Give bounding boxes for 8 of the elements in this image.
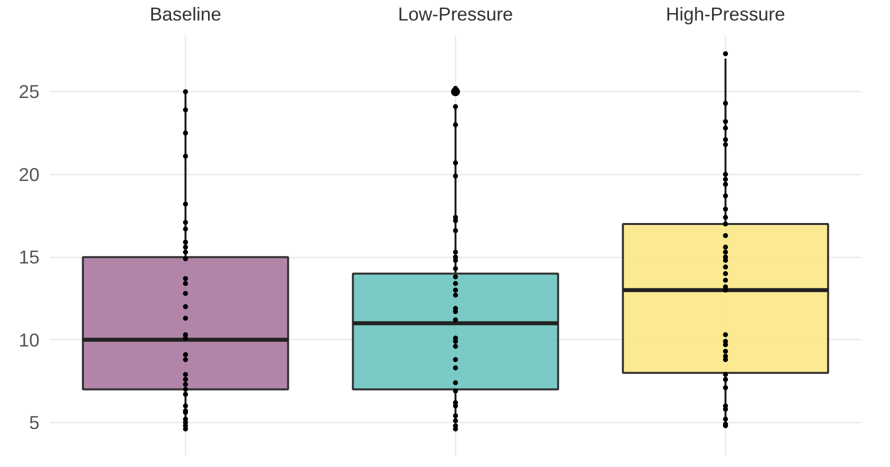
y-tick-label: 20 [18,164,40,185]
y-tick-label: 15 [18,246,40,268]
x-tick-label: High-Pressure [666,4,786,24]
x-tick-label: Low-Pressure [398,4,514,24]
y-tick-label: 5 [29,412,40,433]
x-tick-label: Baseline [150,4,222,24]
y-tick-label: 10 [18,329,40,350]
y-tick-label: 25 [18,81,40,102]
